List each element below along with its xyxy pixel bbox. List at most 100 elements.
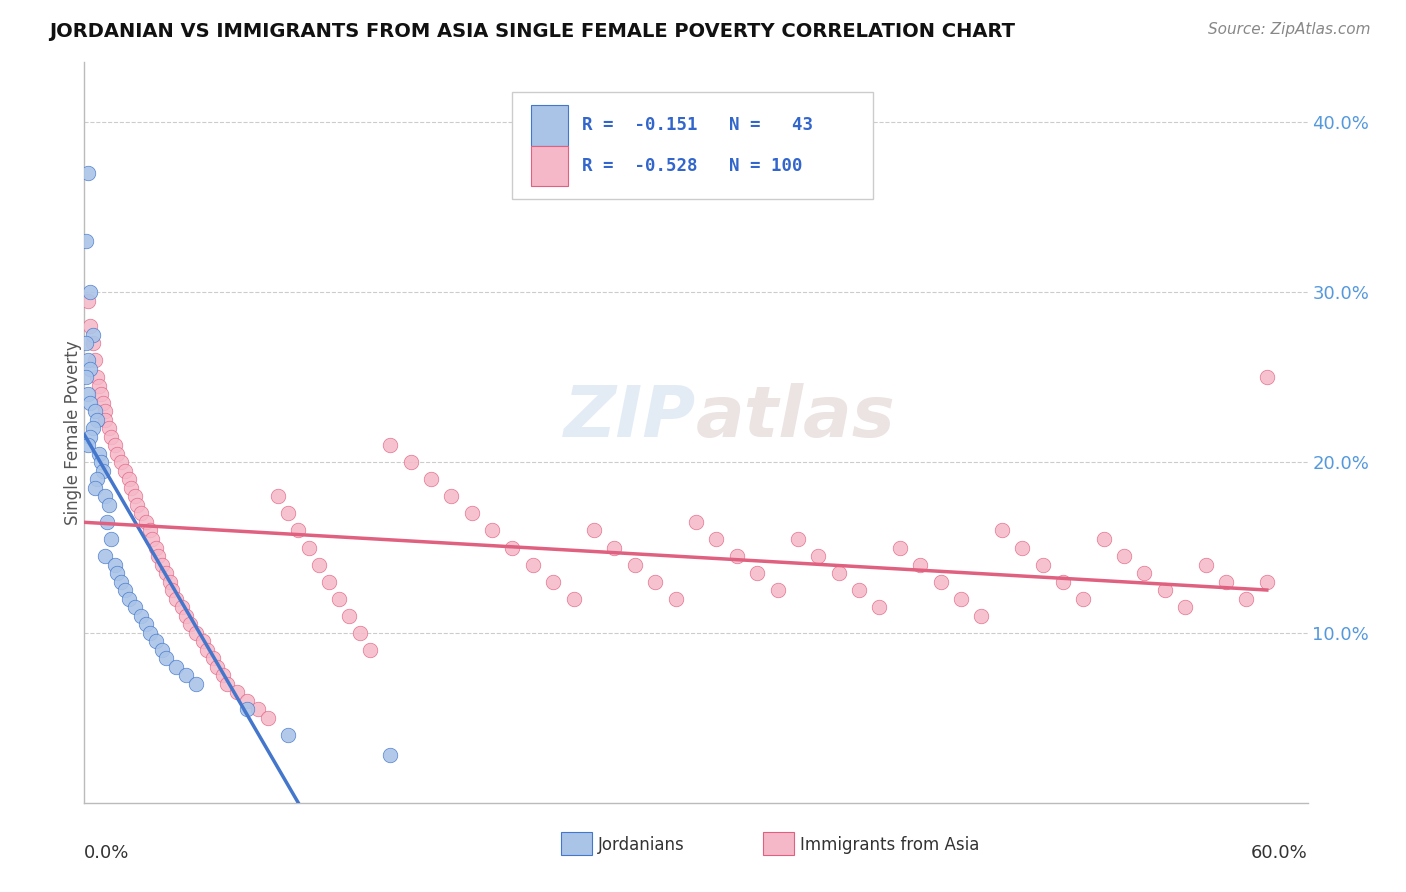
Point [87, 447, 110, 461]
Point [77, 293, 100, 308]
Text: Immigrants from Asia: Immigrants from Asia [800, 836, 980, 854]
Point [706, 532, 728, 546]
Y-axis label: Single Female Poverty: Single Female Poverty [65, 341, 82, 524]
Point [910, 558, 932, 572]
Point [138, 625, 160, 640]
Point [104, 558, 127, 572]
Point [502, 541, 524, 555]
Point [155, 651, 177, 665]
Point [1052, 574, 1074, 589]
Point [186, 676, 208, 690]
Point [236, 702, 259, 716]
Point [298, 541, 321, 555]
Point [349, 625, 371, 640]
Text: Jordanians: Jordanians [598, 836, 685, 854]
Point [665, 591, 688, 606]
Point [118, 472, 141, 486]
Point [105, 566, 128, 580]
Bar [531, 145, 568, 186]
Point [165, 659, 187, 673]
Point [110, 455, 132, 469]
Point [246, 702, 269, 716]
Point [562, 591, 585, 606]
Point [150, 642, 173, 657]
Point [1032, 558, 1054, 572]
Point [267, 490, 290, 504]
Point [79, 319, 101, 334]
Point [135, 515, 157, 529]
Point [100, 430, 122, 444]
Text: JORDANIAN VS IMMIGRANTS FROM ASIA SINGLE FEMALE POVERTY CORRELATION CHART: JORDANIAN VS IMMIGRANTS FROM ASIA SINGLE… [49, 22, 1015, 41]
Point [110, 574, 132, 589]
Point [179, 617, 201, 632]
Point [145, 634, 167, 648]
Point [141, 532, 163, 546]
Point [93, 549, 115, 563]
Point [308, 558, 330, 572]
Point [522, 558, 544, 572]
Point [79, 396, 101, 410]
Point [82, 336, 104, 351]
Point [79, 430, 101, 444]
Point [97, 421, 120, 435]
Point [118, 591, 141, 606]
Point [685, 515, 707, 529]
Point [869, 600, 891, 615]
Point [644, 574, 666, 589]
Text: R =  -0.528   N = 100: R = -0.528 N = 100 [582, 157, 803, 175]
Point [75, 234, 97, 248]
Point [380, 438, 402, 452]
Point [1073, 591, 1095, 606]
Point [420, 472, 443, 486]
Point [79, 361, 101, 376]
Point [120, 481, 142, 495]
Point [1236, 591, 1258, 606]
Point [991, 524, 1014, 538]
Point [138, 524, 160, 538]
Point [807, 549, 830, 563]
Point [399, 455, 422, 469]
Point [725, 549, 748, 563]
Point [77, 353, 100, 368]
Point [159, 574, 181, 589]
Bar [531, 105, 568, 145]
Point [212, 668, 235, 682]
Point [86, 370, 108, 384]
Text: R =  -0.151   N =   43: R = -0.151 N = 43 [582, 116, 813, 135]
Point [257, 711, 280, 725]
Point [124, 490, 146, 504]
Point [83, 481, 105, 495]
Point [93, 490, 115, 504]
Point [90, 455, 112, 469]
Point [77, 166, 100, 180]
Point [461, 507, 484, 521]
Point [86, 413, 108, 427]
Point [124, 600, 146, 615]
Text: Source: ZipAtlas.com: Source: ZipAtlas.com [1208, 22, 1371, 37]
Point [131, 507, 153, 521]
Point [172, 600, 194, 615]
Point [150, 558, 173, 572]
Point [135, 617, 157, 632]
Point [440, 490, 463, 504]
Point [950, 591, 973, 606]
Point [1154, 582, 1177, 597]
Point [359, 642, 381, 657]
Point [766, 582, 789, 597]
Point [929, 574, 952, 589]
Point [201, 651, 224, 665]
Point [86, 472, 108, 486]
Point [380, 748, 402, 763]
Point [1195, 558, 1218, 572]
Point [160, 582, 183, 597]
Point [543, 574, 565, 589]
Point [100, 532, 122, 546]
Point [91, 464, 114, 478]
Point [174, 608, 197, 623]
Point [93, 404, 115, 418]
Point [603, 541, 626, 555]
Point [1011, 541, 1033, 555]
Point [105, 447, 128, 461]
Text: atlas: atlas [696, 384, 896, 452]
FancyBboxPatch shape [513, 92, 873, 200]
